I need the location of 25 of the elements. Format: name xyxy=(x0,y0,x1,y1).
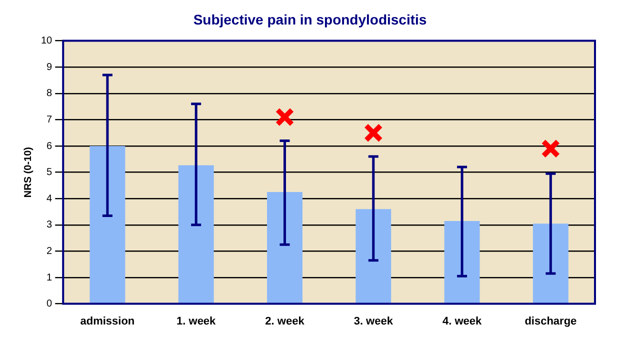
x-tick-label: 2. week xyxy=(265,315,306,328)
x-tick-label: 1. week xyxy=(176,315,217,328)
bar xyxy=(178,165,214,304)
bar xyxy=(444,220,480,304)
y-tick-label: 2 xyxy=(46,246,53,257)
y-tick-label: 9 xyxy=(46,62,53,73)
y-tick-label: 4 xyxy=(46,193,53,204)
y-tick-label: 8 xyxy=(46,88,53,100)
y-tick-label: 6 xyxy=(46,140,53,152)
x-tick-label: 4. week xyxy=(442,315,482,328)
x-tick-label: admission xyxy=(80,315,135,328)
y-tick-label: 0 xyxy=(46,298,53,310)
y-tick-label: 5 xyxy=(46,167,53,178)
bar xyxy=(356,209,392,304)
y-tick-label: 7 xyxy=(46,114,53,126)
y-tick-label: 10 xyxy=(41,36,53,47)
bar xyxy=(90,146,126,304)
y-tick-label: 3 xyxy=(46,220,53,231)
y-tick-label: 1 xyxy=(46,272,53,284)
x-tick-label: discharge xyxy=(524,315,577,328)
chart-title: Subjective pain in spondylodiscitis xyxy=(193,11,427,28)
y-axis-title: NRS (0-10) xyxy=(22,147,34,198)
x-tick-label: 3. week xyxy=(354,315,394,328)
bar xyxy=(267,192,302,304)
bar xyxy=(532,224,568,304)
